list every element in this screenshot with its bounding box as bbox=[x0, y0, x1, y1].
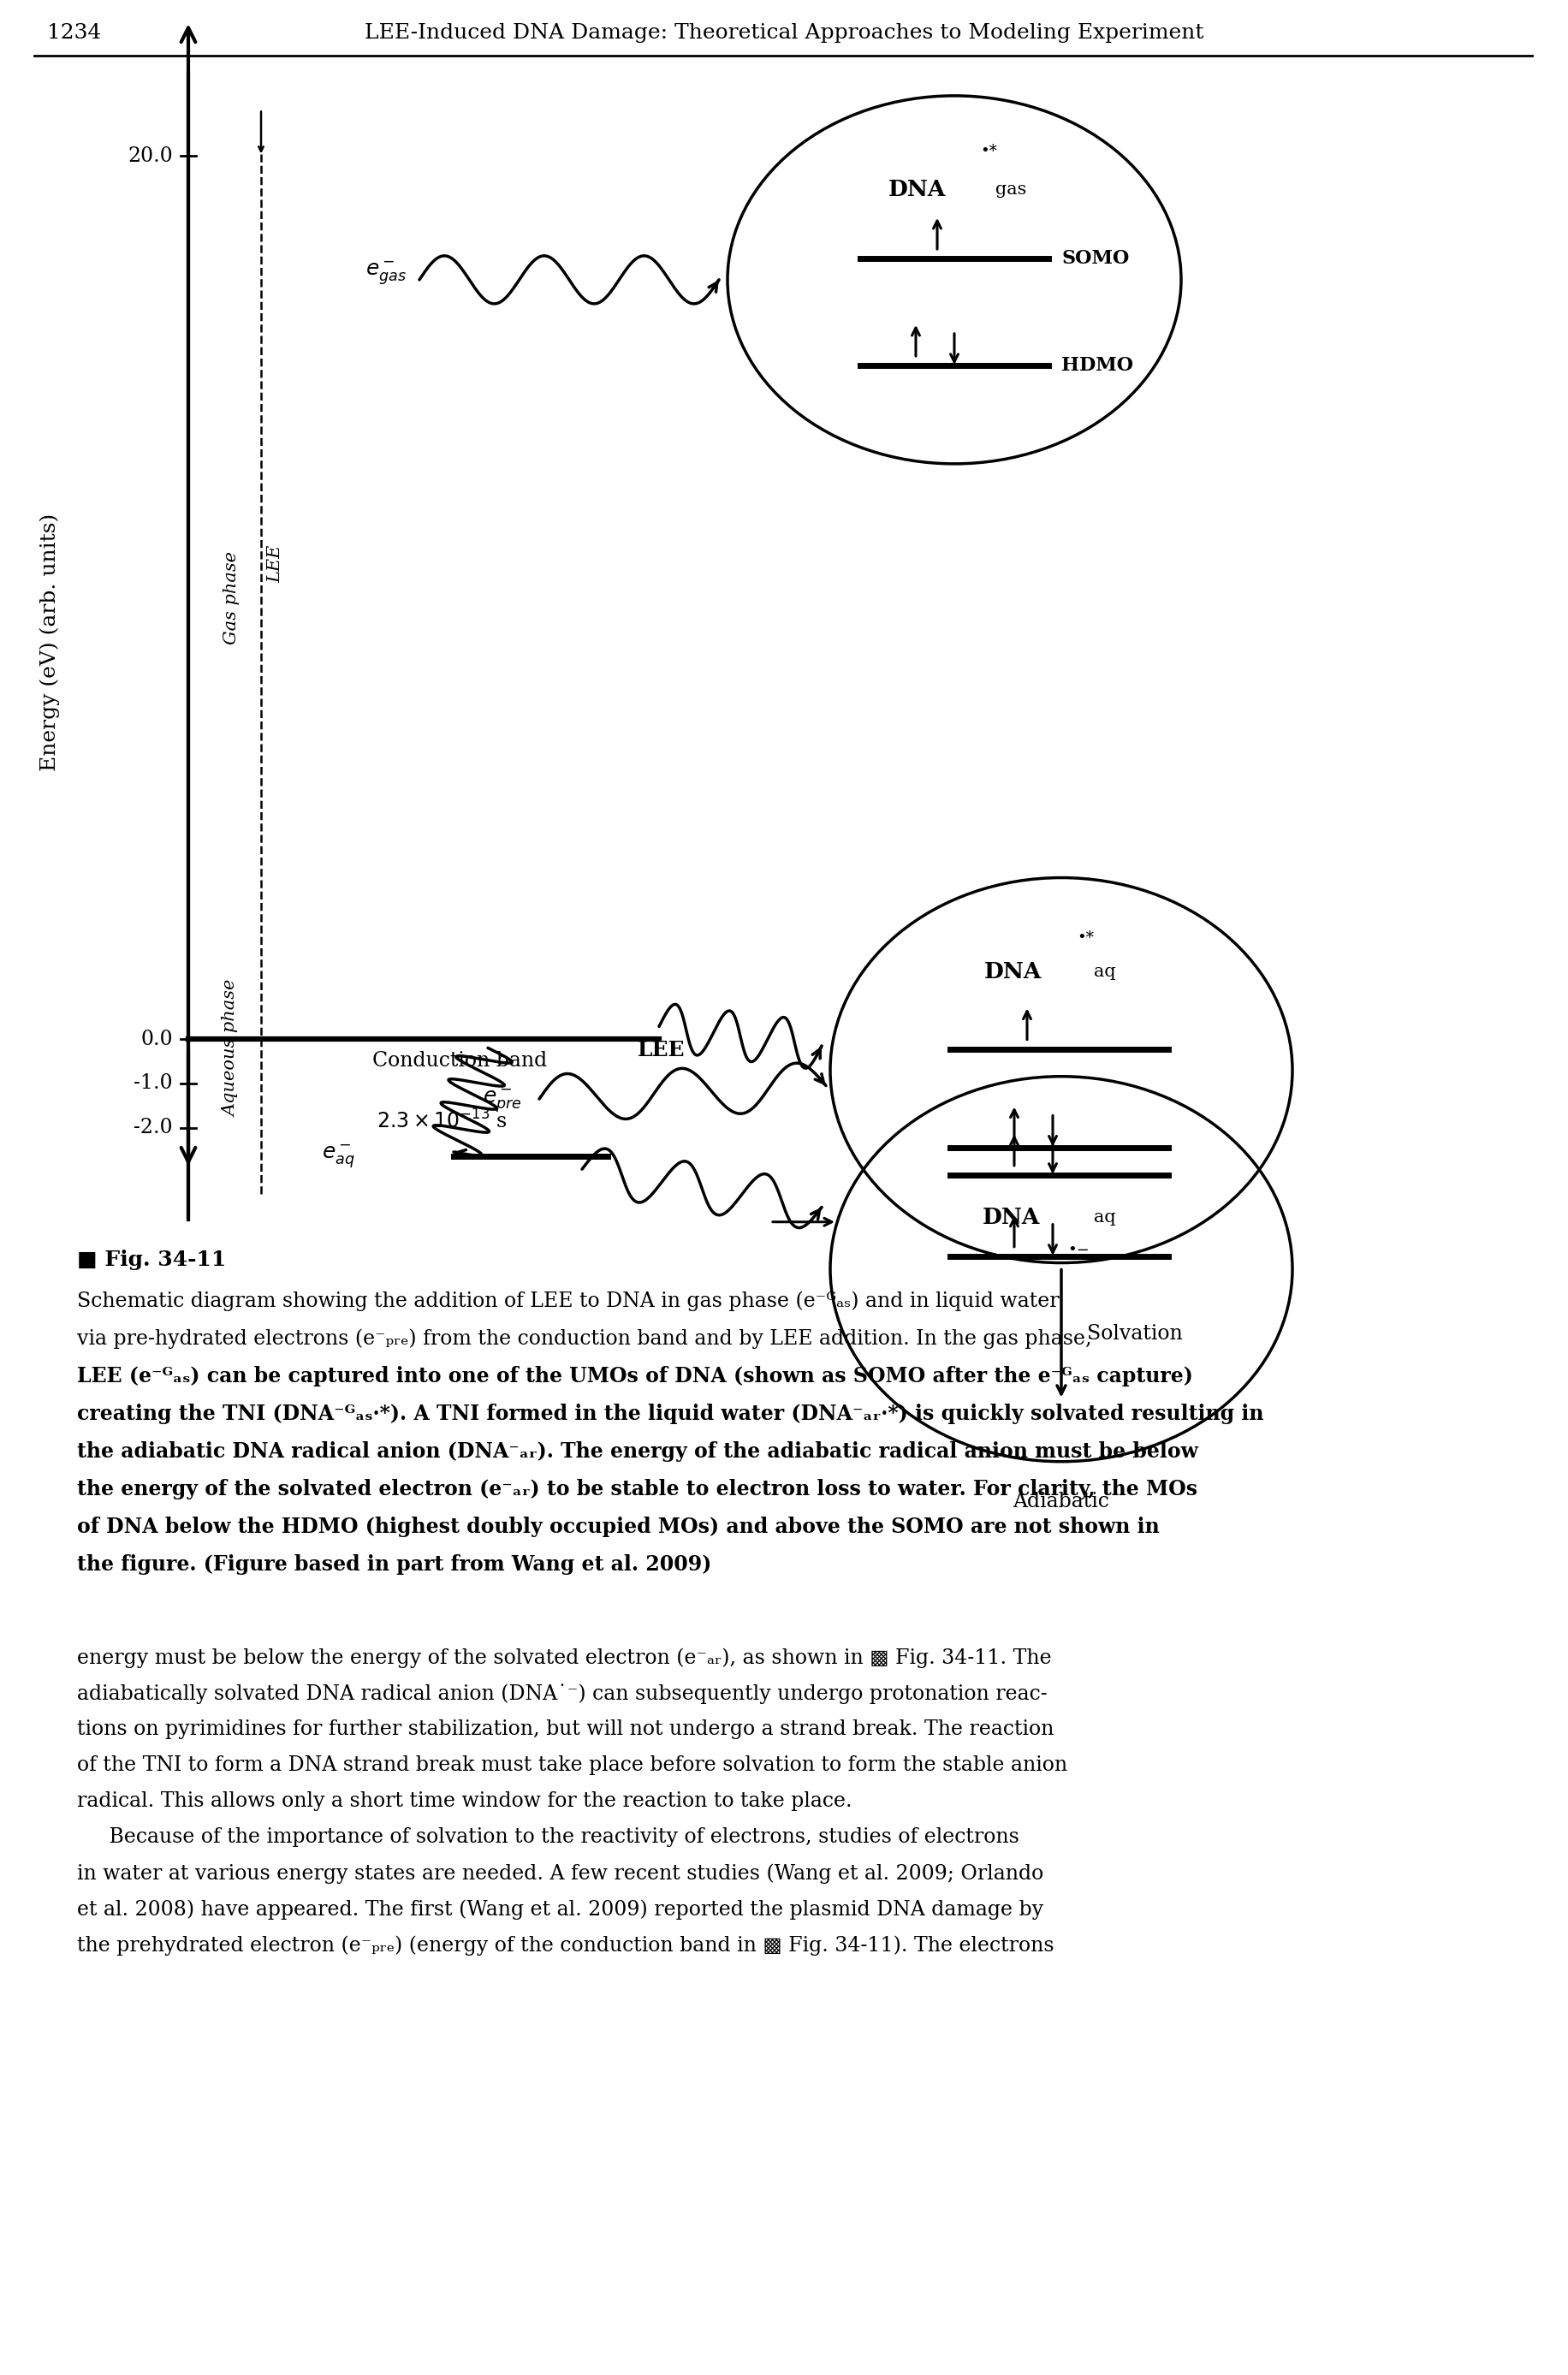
Text: et al. 2008) have appeared. The first (Wang et al. 2009) reported the plasmid DN: et al. 2008) have appeared. The first (W… bbox=[77, 1900, 1043, 1919]
Text: LEE-Induced DNA Damage: Theoretical Approaches to Modeling Experiment: LEE-Induced DNA Damage: Theoretical Appr… bbox=[364, 24, 1204, 43]
Text: Solvation: Solvation bbox=[1087, 1323, 1182, 1344]
Text: LEE (e⁻ᴳₐₛ) can be captured into one of the UMOs of DNA (shown as SOMO after the: LEE (e⁻ᴳₐₛ) can be captured into one of … bbox=[77, 1366, 1193, 1387]
Text: via pre-hydrated electrons (e⁻ₚᵣₑ) from the conduction band and by LEE addition.: via pre-hydrated electrons (e⁻ₚᵣₑ) from … bbox=[77, 1328, 1091, 1349]
Text: of the TNI to form a DNA strand break must take place before solvation to form t: of the TNI to form a DNA strand break mu… bbox=[77, 1755, 1068, 1774]
Text: $e^-_{gas}$: $e^-_{gas}$ bbox=[365, 259, 406, 287]
Text: 1234: 1234 bbox=[47, 24, 102, 43]
Text: Adiabatic: Adiabatic bbox=[1013, 1492, 1110, 1511]
Text: DNA: DNA bbox=[889, 178, 946, 200]
Text: Schematic diagram showing the addition of LEE to DNA in gas phase (e⁻ᴳₐₛ) and in: Schematic diagram showing the addition o… bbox=[77, 1290, 1060, 1311]
Text: SOMO: SOMO bbox=[1062, 249, 1129, 268]
Text: Energy (eV) (arb. units): Energy (eV) (arb. units) bbox=[39, 513, 60, 772]
Text: LEE: LEE bbox=[268, 544, 284, 582]
Text: HDMO: HDMO bbox=[1062, 356, 1134, 375]
Text: the adiabatic DNA radical anion (DNA⁻ₐᵣ). The energy of the adiabatic radical an: the adiabatic DNA radical anion (DNA⁻ₐᵣ)… bbox=[77, 1442, 1198, 1461]
Text: •−: •− bbox=[1068, 1242, 1090, 1259]
Text: creating the TNI (DNA⁻ᴳₐₛ·*). A TNI formed in the liquid water (DNA⁻ₐᵣ·*) is qui: creating the TNI (DNA⁻ᴳₐₛ·*). A TNI form… bbox=[77, 1404, 1264, 1425]
Text: Conduction band: Conduction band bbox=[372, 1050, 547, 1071]
Text: DNA: DNA bbox=[985, 962, 1043, 983]
Text: ■ Fig. 34-11: ■ Fig. 34-11 bbox=[77, 1249, 226, 1271]
Text: in water at various energy states are needed. A few recent studies (Wang et al. : in water at various energy states are ne… bbox=[77, 1864, 1044, 1883]
Text: •*: •* bbox=[980, 142, 997, 159]
Text: tions on pyrimidines for further stabilization, but will not undergo a strand br: tions on pyrimidines for further stabili… bbox=[77, 1720, 1054, 1738]
Text: -1.0: -1.0 bbox=[133, 1074, 172, 1092]
Text: aq: aq bbox=[1094, 964, 1116, 981]
Text: Because of the importance of solvation to the reactivity of electrons, studies o: Because of the importance of solvation t… bbox=[77, 1826, 1019, 1848]
Text: adiabatically solvated DNA radical anion (DNA˙⁻) can subsequently undergo proton: adiabatically solvated DNA radical anion… bbox=[77, 1684, 1047, 1703]
Text: the figure. (Figure based in part from Wang et al. 2009): the figure. (Figure based in part from W… bbox=[77, 1553, 712, 1575]
Text: DNA: DNA bbox=[983, 1206, 1040, 1228]
Text: $e^-_{pre}$: $e^-_{pre}$ bbox=[483, 1088, 522, 1114]
Text: gas: gas bbox=[996, 183, 1027, 197]
Text: Gas phase: Gas phase bbox=[223, 551, 240, 644]
Text: the energy of the solvated electron (e⁻ₐᵣ) to be stable to electron loss to wate: the energy of the solvated electron (e⁻ₐ… bbox=[77, 1480, 1198, 1499]
Text: -2.0: -2.0 bbox=[133, 1119, 172, 1138]
Text: Aqueous phase: Aqueous phase bbox=[223, 978, 240, 1116]
Text: 0.0: 0.0 bbox=[141, 1028, 172, 1050]
Text: of DNA below the HDMO (highest doubly occupied MOs) and above the SOMO are not s: of DNA below the HDMO (highest doubly oc… bbox=[77, 1518, 1159, 1537]
Text: $2.3 \times 10^{-13}$ s: $2.3 \times 10^{-13}$ s bbox=[376, 1109, 508, 1133]
Text: the prehydrated electron (e⁻ₚᵣₑ) (energy of the conduction band in ▩ Fig. 34-11): the prehydrated electron (e⁻ₚᵣₑ) (energy… bbox=[77, 1936, 1054, 1955]
Text: 20.0: 20.0 bbox=[127, 147, 172, 166]
Text: aq: aq bbox=[1094, 1209, 1116, 1226]
Text: $e^-_{aq}$: $e^-_{aq}$ bbox=[321, 1142, 356, 1171]
Text: radical. This allows only a short time window for the reaction to take place.: radical. This allows only a short time w… bbox=[77, 1791, 851, 1812]
Text: LEE: LEE bbox=[638, 1040, 685, 1062]
Text: •*: •* bbox=[1077, 931, 1094, 945]
Text: energy must be below the energy of the solvated electron (e⁻ₐᵣ), as shown in ▩ F: energy must be below the energy of the s… bbox=[77, 1648, 1052, 1667]
